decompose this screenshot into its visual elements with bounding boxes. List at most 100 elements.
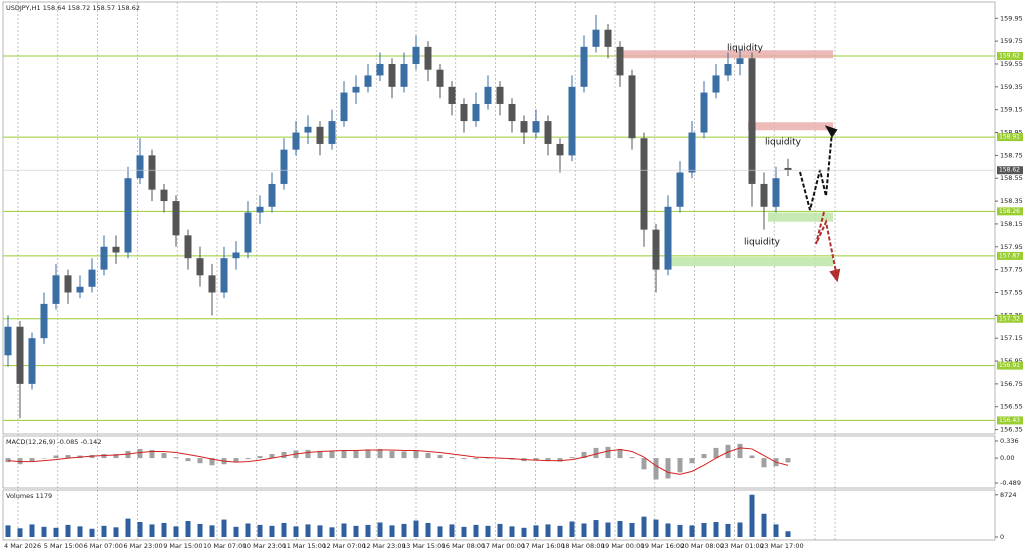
- volume-bar: [593, 520, 599, 537]
- candle-body: [664, 206, 672, 270]
- macd-bar: [113, 454, 119, 459]
- candle-body: [772, 178, 780, 207]
- arrowhead: [829, 268, 841, 283]
- volume-bar: [281, 522, 287, 537]
- symbol: USDJPY,H1: [6, 4, 41, 12]
- level-label-bg: [997, 416, 1023, 425]
- volume-bar: [785, 531, 791, 537]
- macd-title: MACD(12,26,9): [6, 438, 55, 446]
- volume-bar: [581, 523, 587, 537]
- candle-body: [340, 92, 348, 122]
- candle-body: [280, 149, 288, 184]
- level-label: 157.32: [999, 315, 1020, 322]
- level-label-bg: [997, 251, 1023, 260]
- macd-bar: [437, 455, 443, 459]
- y-tick-label: 157.15: [1000, 334, 1023, 342]
- volume-bar: [557, 525, 563, 537]
- candle-body: [16, 326, 24, 384]
- candle-body: [328, 121, 336, 144]
- candle-body: [352, 86, 360, 93]
- macd-bar: [53, 455, 59, 459]
- y-tick-label: 158.55: [1000, 174, 1023, 182]
- volume-bar: [701, 522, 707, 537]
- candle-body: [148, 155, 156, 190]
- level-label: 157.87: [999, 252, 1020, 259]
- macd-bar: [749, 455, 755, 459]
- candle-body: [292, 132, 300, 150]
- candle-body: [532, 121, 540, 133]
- volume-bar: [497, 523, 503, 537]
- level-label-bg: [997, 314, 1023, 323]
- macd-bar: [737, 443, 743, 459]
- y-tick-label: 159.75: [1000, 37, 1023, 45]
- candle-body: [220, 258, 228, 293]
- candle-body: [640, 138, 648, 230]
- y-tick-label: 158.95: [1000, 129, 1023, 137]
- macd-bar: [365, 449, 371, 459]
- volume-bar: [233, 526, 239, 537]
- x-tick-label: 18 Mar 08:00: [561, 542, 604, 550]
- macd-bar: [257, 456, 263, 459]
- macd-bar: [269, 454, 275, 459]
- macd-bar: [89, 455, 95, 459]
- open: 158.64: [43, 4, 66, 12]
- candle-body: [556, 143, 564, 156]
- macd-bar: [281, 451, 287, 459]
- volume-header: Volumes 1179: [6, 492, 52, 500]
- volume-title: Volumes: [6, 492, 34, 500]
- macd-bar: [401, 451, 407, 459]
- macd-bar: [593, 447, 599, 459]
- candle-body: [712, 75, 720, 93]
- volume-bar: [65, 524, 71, 537]
- candle-body: [268, 183, 276, 207]
- volume-bar: [305, 524, 311, 537]
- macd-bar: [125, 450, 131, 459]
- high: 158.72: [68, 4, 91, 12]
- candle-body: [652, 229, 660, 270]
- current-price-label: 158.62: [999, 167, 1020, 174]
- candle-body: [184, 235, 192, 259]
- x-tick-label: 16 Mar 08:00: [442, 542, 485, 550]
- candle-body: [604, 29, 612, 47]
- y-tick-label: 156.95: [1000, 357, 1023, 365]
- volume-bar: [569, 521, 575, 537]
- x-tick-label: 19 Mar 16:00: [641, 542, 684, 550]
- candle-body: [136, 155, 144, 179]
- macd-bar: [305, 449, 311, 459]
- volume-bar: [365, 524, 371, 537]
- price-pane: [2, 1, 996, 435]
- macd-bar: [473, 458, 479, 460]
- volume-bar: [641, 516, 647, 537]
- y-tick-label: 156.35: [1000, 426, 1023, 434]
- macd-bar: [197, 458, 203, 464]
- candle-body: [364, 75, 372, 87]
- macd-bar: [377, 448, 383, 459]
- volume-bar: [677, 524, 683, 537]
- volume-bar: [689, 525, 695, 537]
- candle-body: [208, 275, 216, 293]
- candle-body: [88, 269, 96, 287]
- macd-bar: [461, 458, 467, 460]
- volume-bar: [137, 521, 143, 537]
- x-tick-label: 4 Mar 2026: [4, 542, 41, 550]
- candle-body: [304, 126, 312, 133]
- volume-bar: [185, 521, 191, 537]
- volume-bar: [401, 523, 407, 537]
- macd-bar: [245, 458, 251, 460]
- annotation: liquidity: [744, 238, 781, 248]
- volume-tick-label: 8724: [1000, 491, 1017, 499]
- level-label: 158.26: [999, 208, 1020, 215]
- volume-bar: [761, 513, 767, 537]
- zone: [620, 50, 833, 59]
- macd-bar: [425, 453, 431, 459]
- macd-bar: [545, 458, 551, 462]
- macd-bar: [761, 458, 767, 468]
- y-tick-label: 158.15: [1000, 220, 1023, 228]
- macd-bar: [533, 458, 539, 461]
- level-label-bg: [997, 207, 1023, 216]
- macd-bar: [581, 451, 587, 459]
- y-tick-label: 157.55: [1000, 288, 1023, 296]
- candle-body: [256, 206, 264, 213]
- y-tick-label: 159.55: [1000, 60, 1023, 68]
- x-tick-label: 6 Mar 07:00: [84, 542, 123, 550]
